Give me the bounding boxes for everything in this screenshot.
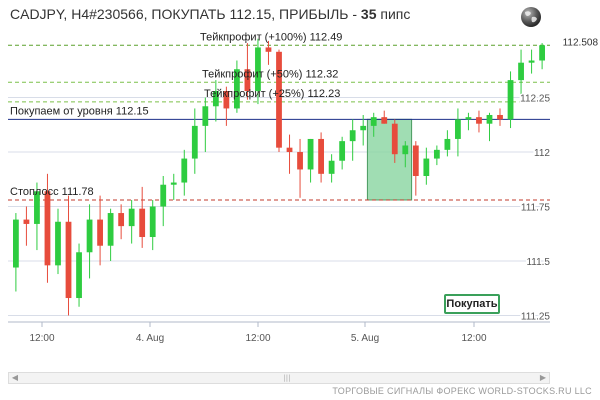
scroll-right-icon[interactable]: ▶ [539, 373, 547, 382]
candle-body [212, 91, 219, 107]
candle-body [349, 130, 356, 142]
take-profit-25-label: Тейкпрофит (+25%) 112.23 [204, 88, 340, 100]
candle-body [234, 69, 240, 109]
candle-body [528, 60, 535, 63]
entry-label: Покупаем от уровня 112.15 [10, 105, 149, 117]
candle-body [97, 219, 103, 246]
take-profit-100-label: Тейкпрофит (+100%) 112.49 [200, 31, 342, 43]
candle-body [191, 125, 198, 159]
candle-body [170, 182, 177, 185]
candle-body [465, 117, 472, 120]
candle-body [255, 47, 261, 92]
x-axis: 12:00 4. Aug 12:00 5. Aug 12:00 [8, 321, 550, 344]
candle-body [118, 213, 125, 227]
y-tick-label: 111.75 [521, 203, 551, 214]
candle-body [328, 160, 335, 174]
candle-body [149, 206, 156, 238]
candle-body [476, 117, 482, 124]
candle-body [518, 62, 524, 81]
y-axis: 112.25 112 111.75 111.5 111.25 112.508 [519, 37, 599, 324]
take-profit-50-label: Тейкпрофит (+50%) 112.32 [202, 68, 338, 80]
candle-body [76, 252, 82, 299]
candle-body [128, 208, 135, 227]
candles [12, 38, 546, 316]
candle-body [12, 219, 19, 268]
scroll-thumb[interactable]: ||| [283, 374, 291, 382]
title-suffix: пипс [376, 6, 411, 22]
candle-body [423, 158, 430, 176]
x-tick-label: 12:00 [245, 333, 270, 344]
x-tick-label: 12:00 [461, 333, 486, 344]
candle-body [402, 145, 409, 155]
candle-body [181, 158, 188, 183]
candle-body [223, 91, 230, 109]
x-tick-label: 5. Aug [351, 333, 379, 344]
stop-loss-label: Стоплосс 111.78 [10, 186, 94, 198]
candle-body [265, 47, 272, 52]
candle-body [23, 219, 30, 224]
candle-body [307, 138, 314, 170]
candle-body [160, 184, 167, 207]
candle-body [507, 80, 514, 120]
entry-zone-rect [366, 118, 413, 201]
candle-body [86, 219, 93, 253]
candle-body [412, 145, 419, 176]
y-tick-label: 111.5 [526, 257, 550, 268]
level-labels: Тейкпрофит (+100%) 112.49 Тейкпрофит (+50… [10, 31, 342, 198]
y-tick-label: 112.25 [520, 94, 550, 105]
candle-body [339, 141, 346, 161]
footer-credit: ТОРГОВЫЕ СИГНАЛЫ ФОРЕКС WORLD-STOCKS.RU … [332, 386, 592, 396]
candle-body [202, 106, 209, 126]
buy-signal-button[interactable]: Покупать [444, 294, 500, 314]
candle-body [433, 149, 440, 159]
candle-body [318, 138, 324, 174]
candle-body [107, 213, 114, 246]
candle-body [244, 69, 251, 92]
title-prefix: CADJPY, H4#230566, ПОКУПАТЬ 112.15, ПРИБ… [10, 6, 361, 22]
candle-body [370, 117, 377, 126]
x-tick-label: 4. Aug [136, 333, 164, 344]
x-tick-label: 12:00 [29, 333, 54, 344]
candle-body [539, 45, 546, 61]
candle-body [497, 114, 503, 120]
candle-body [65, 221, 72, 299]
y-tick-label: 111.25 [521, 311, 551, 322]
candle-body [297, 152, 303, 170]
scroll-left-icon[interactable]: ◀ [11, 373, 19, 382]
candle-body [360, 125, 367, 131]
candle-body [276, 51, 282, 148]
entry-zone [366, 118, 413, 201]
globe-icon[interactable] [520, 6, 542, 28]
candle-body [286, 147, 293, 153]
candle-body [44, 191, 51, 266]
last-price-label: 112.508 [563, 37, 599, 48]
candle-body [34, 191, 40, 224]
candle-body [381, 117, 388, 124]
candle-body [139, 208, 146, 238]
candle-body [455, 119, 461, 139]
candle-body [391, 123, 398, 155]
chart-title: CADJPY, H4#230566, ПОКУПАТЬ 112.15, ПРИБ… [10, 6, 410, 22]
candle-body [486, 114, 493, 124]
chart-scrollbar[interactable]: ◀ ||| ▶ [8, 372, 550, 384]
y-tick-label: 112 [534, 148, 550, 159]
profit-value: 35 [360, 6, 377, 22]
candle-body [444, 138, 451, 150]
candle-body [55, 221, 61, 266]
